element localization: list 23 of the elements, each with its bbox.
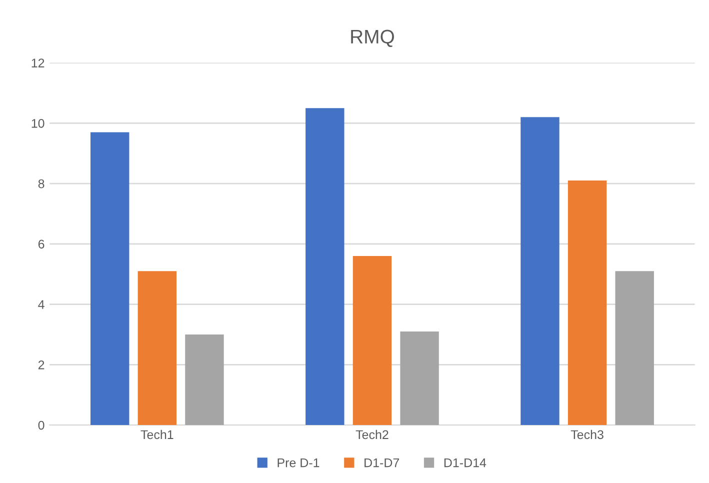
x-tick-label: Tech1	[140, 430, 174, 440]
y-tick-label: 0	[38, 420, 44, 430]
y-tick-label: 8	[38, 179, 44, 188]
legend-label: D1-D7	[364, 458, 400, 468]
legend-label: D1-D14	[444, 458, 486, 468]
y-tick-label: 12	[32, 58, 44, 68]
x-tick-label: Tech2	[356, 430, 388, 440]
bar	[520, 117, 560, 426]
y-tick-label: 10	[32, 118, 44, 128]
bar	[352, 256, 392, 426]
y-tick-label: 6	[38, 240, 44, 249]
bar	[568, 180, 607, 426]
bar	[138, 271, 177, 426]
bar	[185, 334, 224, 426]
y-tick-label: 2	[38, 360, 44, 370]
chart-title: RMQ	[351, 30, 394, 48]
x-tick-label: Tech3	[570, 430, 604, 440]
bar	[306, 108, 344, 426]
legend-label: Pre D-1	[278, 458, 320, 468]
bar	[615, 271, 654, 426]
bar	[400, 331, 439, 426]
y-tick-label: 4	[38, 300, 44, 309]
bar	[90, 132, 130, 426]
